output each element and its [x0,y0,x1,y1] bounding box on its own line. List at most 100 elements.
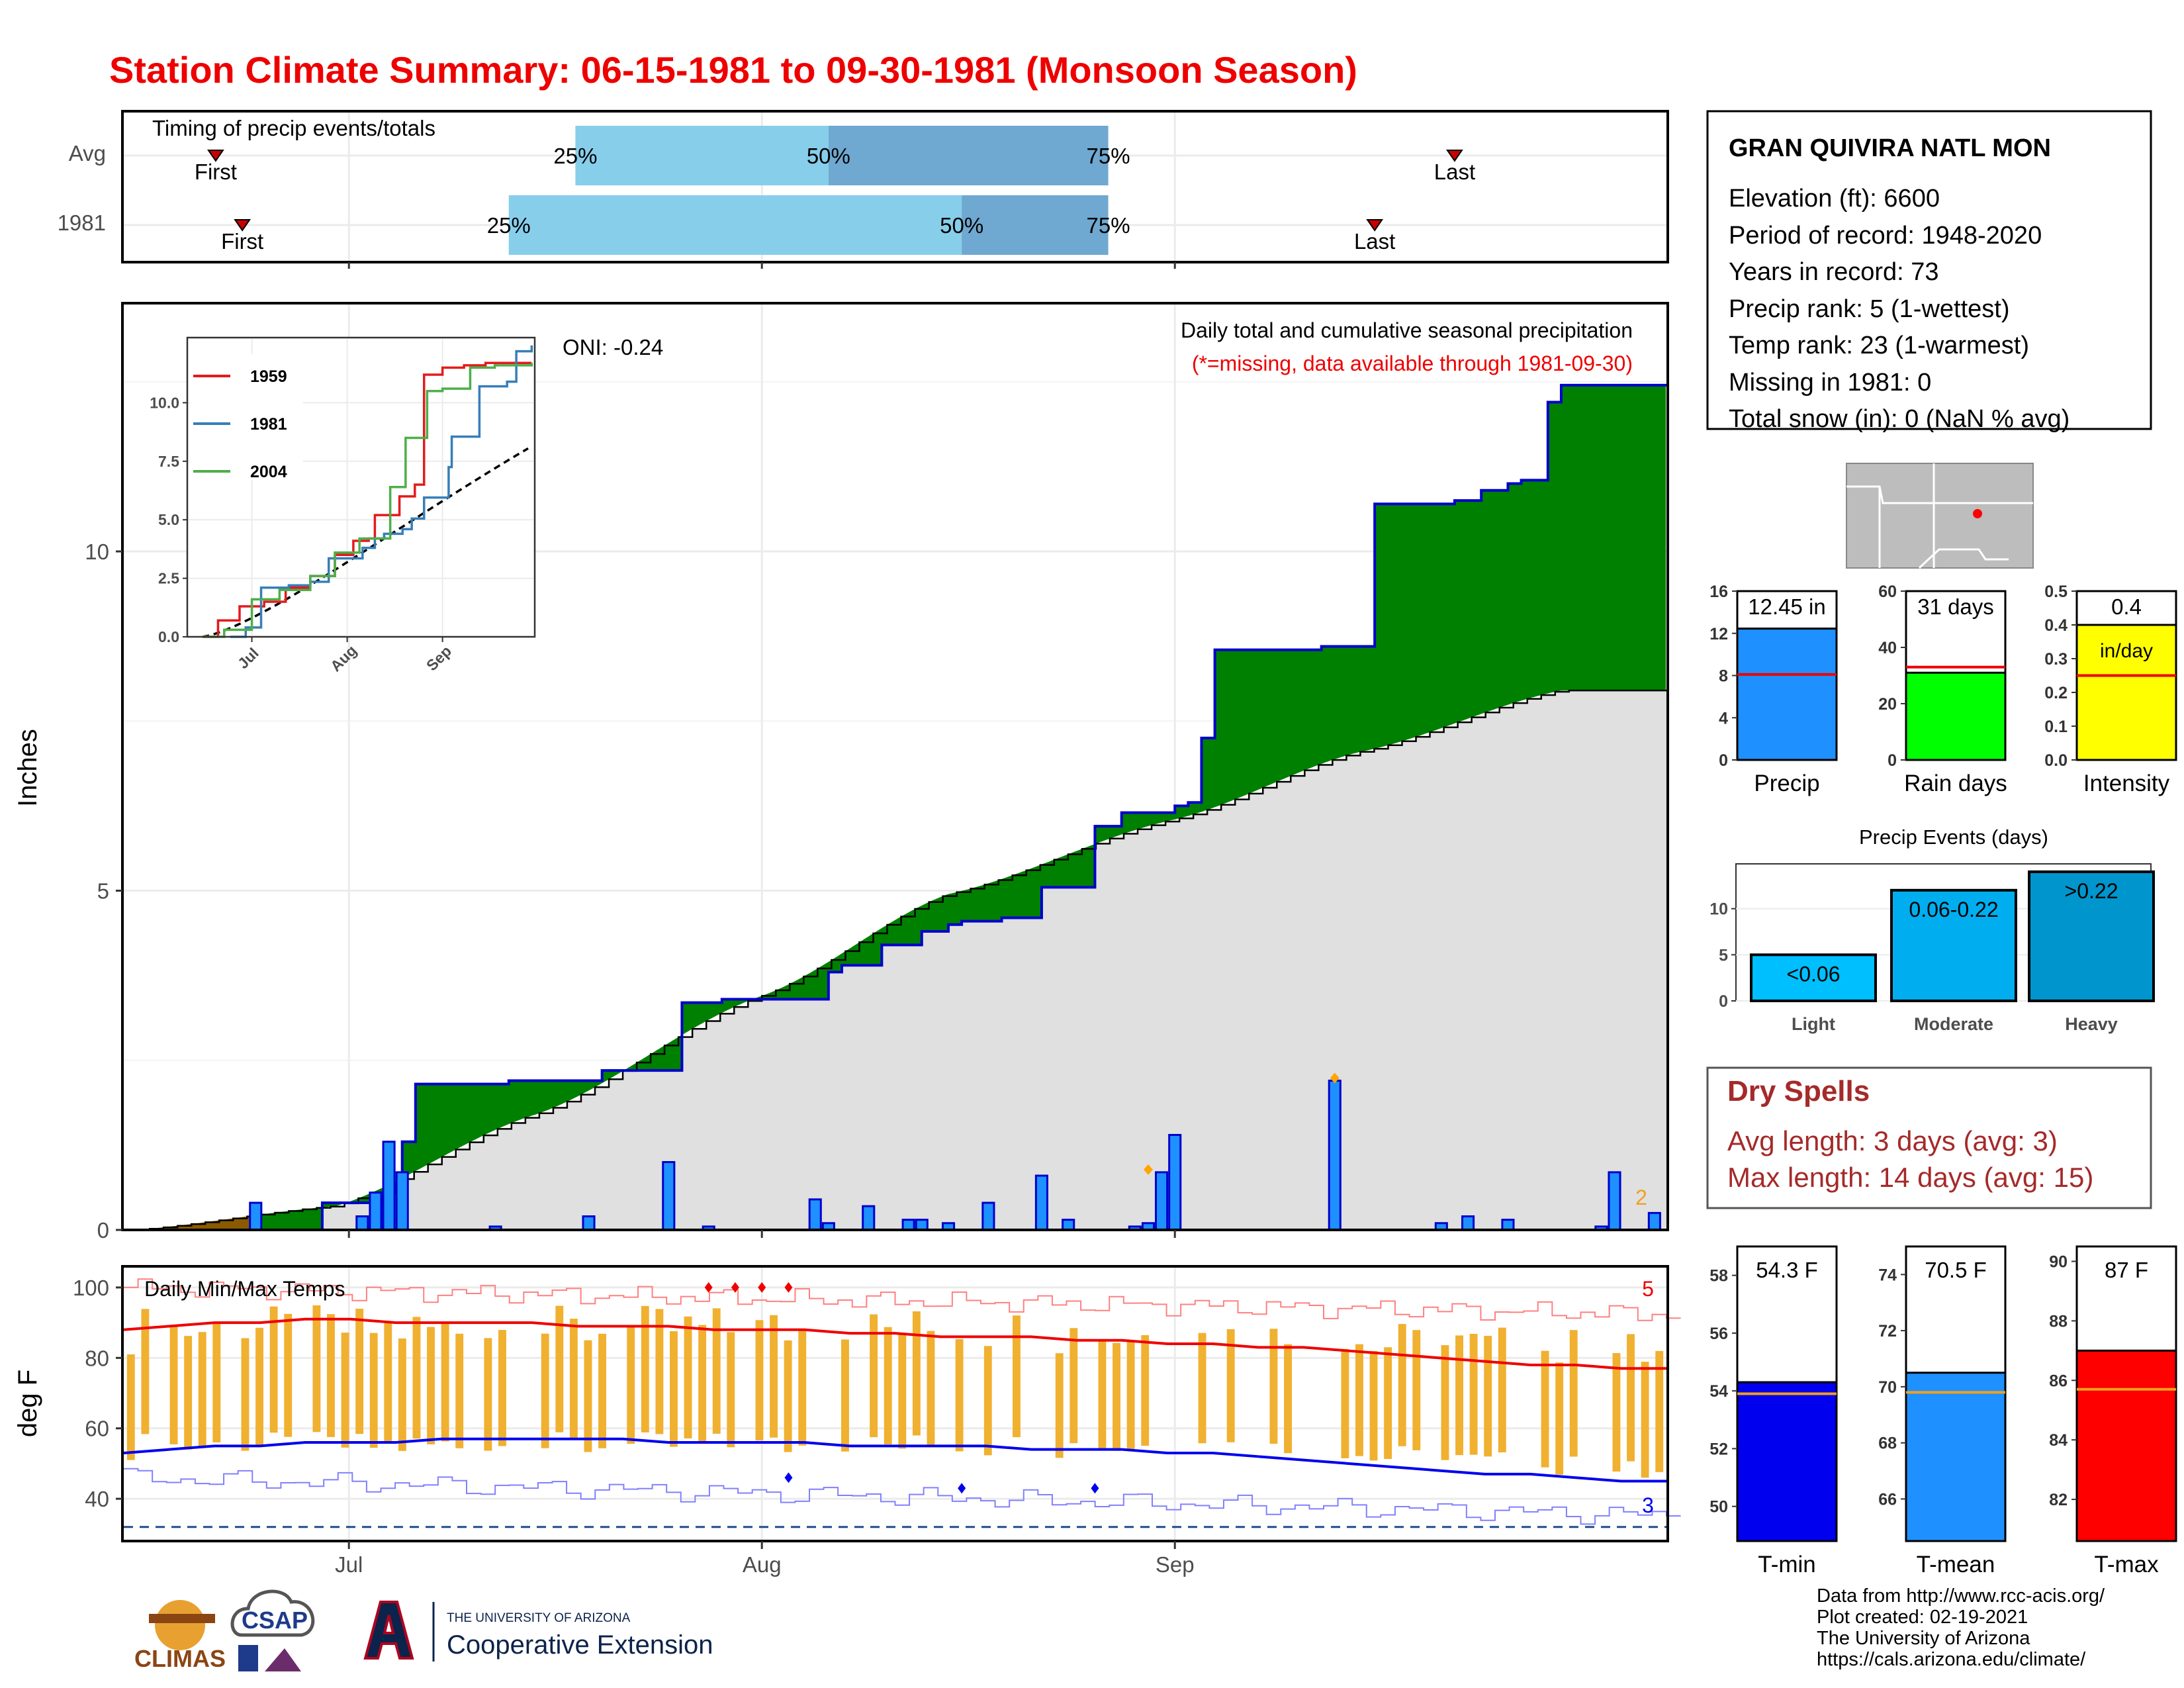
temp-bar-y-tick-label: 52 [1709,1440,1728,1458]
daily-temp-bar [755,1320,764,1441]
average-tmax-line [123,1317,1666,1370]
temp-bar-t-mean [1905,1372,2007,1542]
station-location-dot [1973,509,1982,518]
daily-temp-bar [1341,1348,1349,1458]
inset-y-tick-label: 10.0 [150,394,179,411]
average-tmin-line [123,1437,1666,1483]
temp-panel-label: Daily Min/Max Temps [144,1277,345,1301]
station-info-border [1706,110,2152,430]
dry-spells-box: Dry Spells Avg length: 3 days (avg: 3) M… [1706,1066,2152,1209]
daily-temp-bar [1355,1344,1363,1456]
temp-bar-label: T-mean [1917,1552,1995,1577]
timing-last-label: Last [1434,160,1475,184]
events-y-tick-label: 0 [1719,992,1728,1011]
precip-events-title: Precip Events (days) [1859,825,2048,849]
station-line-years: Years in record: 73 [1729,258,1939,286]
summary-y-tick-label: 40 [1878,639,1897,657]
daily-temp-bar [898,1334,907,1449]
summary-bar-label: Intensity [2083,771,2170,796]
summary-y-tick-label: 0.4 [2044,616,2068,635]
temp-y-tick-label: 60 [85,1417,109,1441]
daily-temp-bar [584,1340,592,1452]
inset-legend-label: 2004 [250,463,287,481]
daily-temp-bar [269,1306,278,1433]
daily-precip-bar [1034,1174,1048,1231]
daily-temp-bar [484,1338,492,1451]
inset-line-1981 [230,345,533,638]
summary-bar-precip [1736,628,1838,761]
station-line-missing: Missing in 1981: 0 [1729,369,1931,397]
temp-bar-y-tick-label: 82 [2049,1491,2068,1509]
daily-temp-bar [1098,1339,1107,1450]
daily-temp-bar [870,1314,878,1438]
precip-panel: Daily total and cumulative seasonal prec… [13,302,1669,1243]
record-high-marker [704,1282,713,1293]
daily-temp-bar [1141,1335,1150,1446]
climas-logo-bar [149,1614,215,1623]
temp-bar-y-tick-label: 72 [1878,1322,1897,1340]
csap-bars-icon [238,1645,258,1671]
page-title: Station Climate Summary: 06-15-1981 to 0… [109,49,1357,91]
temp-y-ticks: 40 60 80 100 [73,1276,122,1511]
temp-count-top: 5 [1642,1277,1654,1301]
record-high-marker [758,1282,766,1293]
ua-logo-bottom-text: Cooperative Extension [447,1630,713,1660]
record-low-marker [1091,1483,1099,1494]
footer-line-university: The University of Arizona [1817,1628,2030,1649]
precip-panel-subtitle: (*=missing, data available through 1981-… [1192,352,1633,375]
summary-bar-unit: in/day [2100,640,2153,662]
summary-bar-label: Precip [1754,771,1819,796]
daily-precip-bar [1328,1080,1342,1231]
footer-line-created: Plot created: 02-19-2021 [1817,1607,2028,1628]
daily-temp-bar [398,1338,406,1451]
precip-event-range: <0.06 [1787,962,1841,986]
daily-temp-bar [284,1313,293,1437]
timing-row-label-1981: 1981 [58,211,106,235]
daily-temp-bar [955,1338,964,1452]
daily-precip-bar [395,1171,409,1231]
record-low-line [124,1468,1681,1525]
precip-event-range: >0.22 [2065,879,2118,903]
daily-precip-bar [915,1219,929,1231]
timing-quantile-label: 50% [940,213,983,238]
precip-event-label: Light [1792,1014,1835,1034]
temp-bar-label: T-min [1758,1552,1816,1577]
precip-panel-title: Daily total and cumulative seasonal prec… [1181,318,1633,342]
below-average-area [136,1215,255,1230]
precip-note-marker [1330,1072,1340,1084]
dry-spells-border [1706,1066,2152,1209]
footer-logos: CLIMAS CSAP THE UNIVERSITY OF ARIZONA Co… [134,1589,713,1672]
daily-precip-bar [862,1205,876,1231]
temp-bar-y-tick-label: 58 [1709,1267,1728,1286]
daily-temp-bar [1612,1353,1621,1472]
precip-event-bar-moderate [1890,888,2017,1003]
daily-temp-bar [212,1323,221,1442]
footer-line-url: https://cals.arizona.edu/climate/ [1817,1649,2086,1670]
events-y-tick-label: 10 [1709,900,1728,919]
daily-temp-bar [1226,1329,1235,1442]
map-bg [1846,463,2034,569]
daily-temp-bar [1555,1362,1564,1475]
station-line-period: Period of record: 1948-2020 [1729,222,2042,250]
inset-line-2004 [203,363,533,638]
precip-event-range: 0.06-0.22 [1909,898,1998,921]
daily-precip-bar [1062,1219,1075,1231]
daily-temp-bar [1069,1328,1078,1444]
summary-bar-intensity [2075,624,2177,761]
summary-y-tick-label: 0.3 [2044,650,2068,669]
oni-value: ONI: -0.24 [563,335,663,359]
csap-logo-text: CSAP [242,1607,308,1634]
daily-temp-bar [684,1316,692,1438]
precip-y-tick-label: 5 [97,879,109,904]
precip-panel-border [121,302,1669,1231]
daily-temp-bar [884,1327,892,1445]
timing-panel: Timing of precip events/totals 25% 50% 75%… [58,110,1669,263]
precip-event-label: Heavy [2065,1014,2118,1034]
daily-precip-bar [981,1201,995,1231]
daily-temp-bar [784,1340,792,1452]
daily-temp-bar [1113,1342,1120,1451]
station-line-elevation: Elevation (ft): 6600 [1729,185,1940,212]
temp-summary-bars: 54.3 F T-min 58 56 54 52 50 70.5 F T-mean 74 72 70 6… [1709,1245,2177,1577]
inset-border [186,336,536,638]
